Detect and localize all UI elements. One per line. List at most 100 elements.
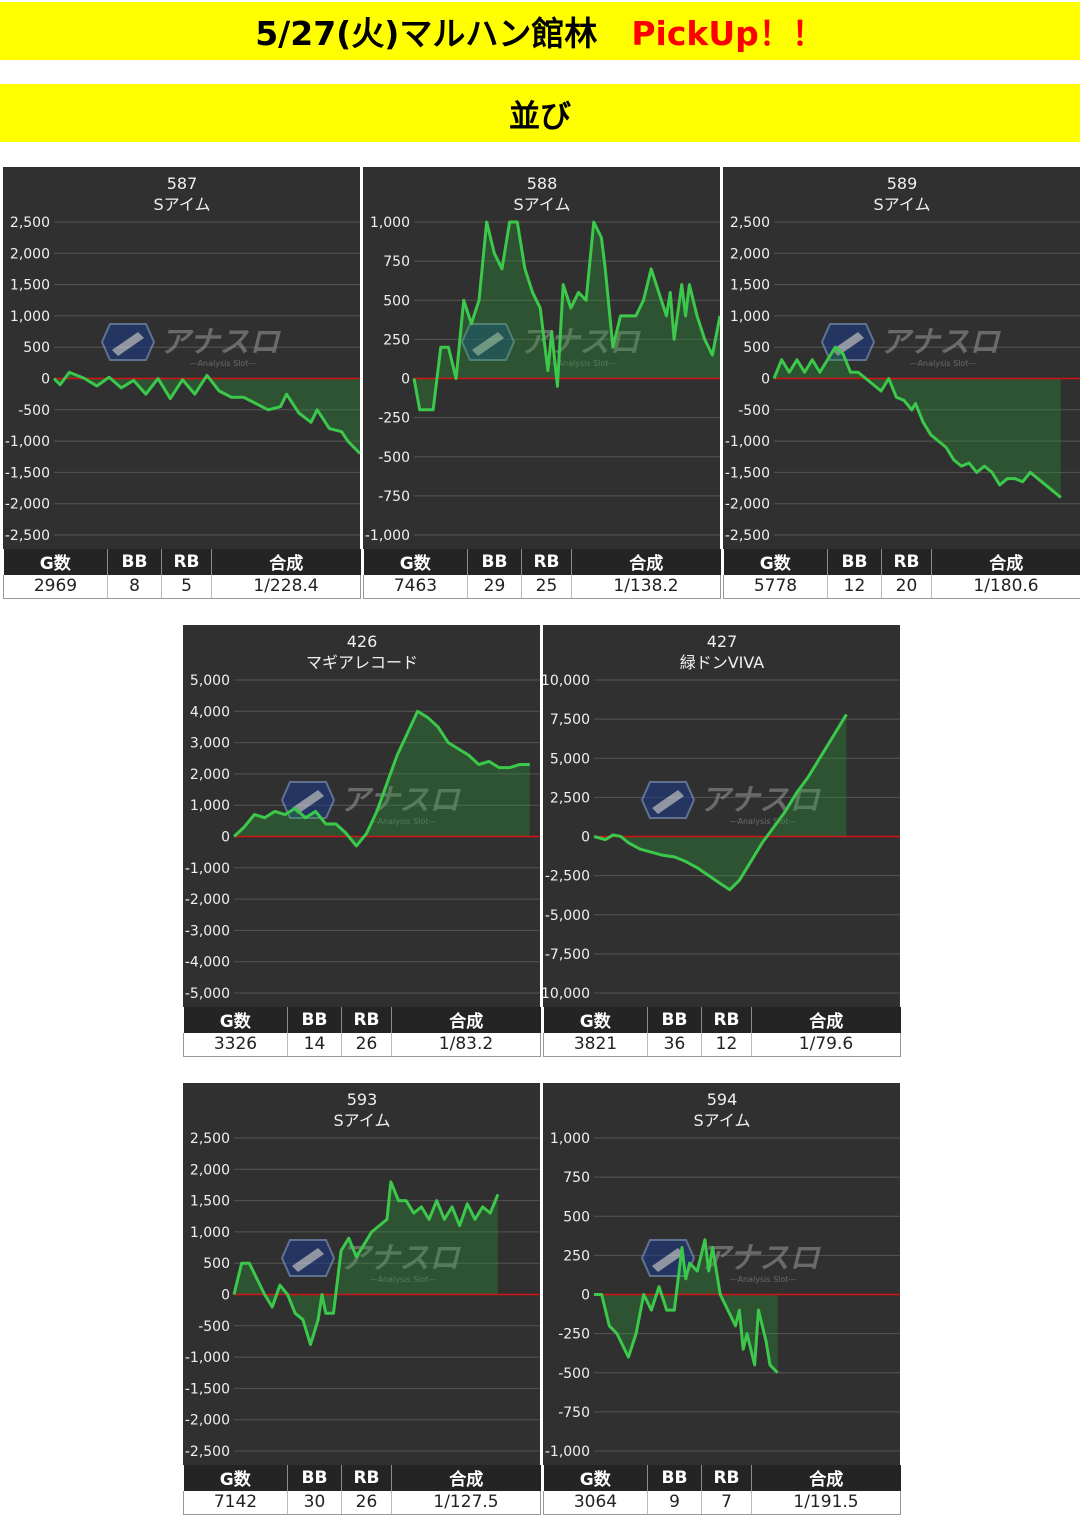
y-tick-label: -5,000: [545, 908, 590, 924]
y-tick-label: 1,000: [730, 309, 770, 325]
machine-panel: 587 Sアイム 2,500 2,000 1,500 1,000 500 0 -500 -1,00…: [3, 167, 361, 599]
stats-value-cell: 3064: [543, 1490, 648, 1515]
stats-value-cell: 5: [161, 574, 212, 599]
y-tick-label: -2,500: [725, 528, 770, 544]
y-tick-label: -750: [378, 489, 410, 505]
y-tick-label: -1,000: [725, 434, 770, 450]
y-tick-label: 2,500: [730, 215, 770, 231]
y-tick-label: -1,000: [185, 1350, 230, 1366]
machine-model: Sアイム: [333, 1111, 390, 1130]
y-tick-label: 0: [581, 830, 590, 846]
chart-area: 589 Sアイム 2,500 2,000 1,500 1,000 500 0 -500 -1,00…: [723, 167, 1080, 549]
stats-header-cell: G数: [183, 1007, 288, 1033]
y-tick-label: 4,000: [190, 704, 230, 720]
stats-header-cell: BB: [107, 549, 162, 575]
line-chart: 587 Sアイム 2,500 2,000 1,500 1,000 500 0 -500 -1,00…: [5, 174, 360, 544]
y-tick-label: 0: [221, 1288, 230, 1304]
y-tick-label: 2,500: [190, 1131, 230, 1147]
series-area: [54, 372, 360, 454]
stats-value-cell: 7463: [363, 574, 468, 599]
page-title: 5/27(火)マルハン館林: [255, 14, 598, 53]
machine-number: 587: [167, 174, 198, 193]
y-tick-label: -2,000: [725, 497, 770, 513]
y-tick-label: 0: [401, 372, 410, 388]
stats-value-cell: 12: [701, 1032, 752, 1057]
stats-header-cell: BB: [287, 1007, 342, 1033]
y-tick-label: 0: [761, 372, 770, 388]
y-tick-label: 500: [203, 1256, 230, 1272]
stats-value-cell: 12: [827, 574, 882, 599]
watermark-logo-stripe: [652, 790, 684, 814]
series-area: [414, 222, 720, 410]
stats-table: G数 BB RB 合成 2969 8 5 1/228.4: [3, 549, 361, 599]
watermark: アナスロ—Analysis Slot—: [460, 323, 641, 368]
stats-header-cell: 合成: [751, 1007, 901, 1033]
stats-header-cell: RB: [341, 1007, 392, 1033]
page-subtitle: 並び: [509, 98, 571, 135]
stats-value-cell: 25: [521, 574, 572, 599]
series-line: [593, 713, 848, 892]
y-tick-label: 750: [383, 254, 410, 270]
machine-panel: 427 緑ドンVIVA 10,000 7,500 5,000 2,500 0 -2,500 -5…: [543, 625, 901, 1057]
stats-value-cell: 1/138.2: [571, 574, 721, 599]
chart-area: 427 緑ドンVIVA 10,000 7,500 5,000 2,500 0 -2,500 -5…: [543, 625, 900, 1007]
stats-header-cell: 合成: [391, 1465, 541, 1491]
machine-model: Sアイム: [693, 1111, 750, 1130]
stats-value-cell: 5778: [723, 574, 828, 599]
stats-value-cell: 1/191.5: [751, 1490, 901, 1515]
stats-value-cell: 1/79.6: [751, 1032, 901, 1057]
watermark-tagline: —Analysis Slot—: [190, 359, 257, 368]
stats-value-cell: 20: [881, 574, 932, 599]
machine-model: 緑ドンVIVA: [680, 653, 765, 672]
machine-number: 593: [347, 1090, 378, 1109]
y-tick-label: -7,500: [545, 947, 590, 963]
y-tick-label: -2,500: [185, 1444, 230, 1460]
watermark: アナスロ—Analysis Slot—: [640, 1239, 821, 1284]
y-tick-label: -4,000: [185, 955, 230, 971]
stats-table: G数 BB RB 合成 7463 29 25 1/138.2: [363, 549, 721, 599]
stats-header-cell: 合成: [751, 1465, 901, 1491]
y-tick-label: 1,000: [550, 1131, 590, 1147]
machine-panel: 589 Sアイム 2,500 2,000 1,500 1,000 500 0 -500 -1,00…: [723, 167, 1080, 599]
y-tick-label: 750: [563, 1170, 590, 1186]
watermark-logo-stripe: [292, 1248, 324, 1272]
chart-area: 587 Sアイム 2,500 2,000 1,500 1,000 500 0 -500 -1,00…: [3, 167, 360, 549]
y-tick-label: 1,500: [730, 278, 770, 294]
y-tick-label: -750: [558, 1405, 590, 1421]
watermark-brand: アナスロ: [700, 1241, 821, 1276]
stats-header-cell: RB: [881, 549, 932, 575]
y-tick-label: -1,000: [5, 434, 50, 450]
stats-header-cell: 合成: [571, 549, 721, 575]
series-line: [52, 370, 360, 455]
line-chart: 589 Sアイム 2,500 2,000 1,500 1,000 500 0 -500 -1,00…: [725, 174, 1080, 544]
stats-header-cell: 合成: [931, 549, 1080, 575]
y-tick-label: 1,500: [10, 278, 50, 294]
stats-value-cell: 2969: [3, 574, 108, 599]
machine-panel: 588 Sアイム 1,000 750 500 250 0 -250 -500 -750 -1,000…: [363, 167, 721, 599]
stats-header-cell: G数: [723, 549, 828, 575]
stats-header-cell: RB: [341, 1465, 392, 1491]
y-tick-label: -250: [378, 411, 410, 427]
series-area: [594, 1239, 778, 1373]
y-tick-label: -1,000: [545, 1444, 590, 1460]
stats-header-cell: G数: [183, 1465, 288, 1491]
machine-model: Sアイム: [873, 195, 930, 214]
y-tick-label: -500: [738, 403, 770, 419]
y-tick-label: -3,000: [185, 923, 230, 939]
line-chart: 594 Sアイム 1,000 750 500 250 0 -250 -500 -750 -1,000…: [545, 1090, 900, 1460]
machine-number: 589: [887, 174, 918, 193]
watermark-tagline: —Analysis Slot—: [370, 817, 437, 826]
stats-value-cell: 29: [467, 574, 522, 599]
series-area: [234, 1181, 498, 1345]
machine-model: Sアイム: [513, 195, 570, 214]
watermark-logo-stripe: [292, 790, 324, 814]
stats-table: G数 BB RB 合成 3326 14 26 1/83.2: [183, 1007, 541, 1057]
y-tick-label: 0: [221, 830, 230, 846]
y-tick-label: -250: [558, 1327, 590, 1343]
y-tick-label: 2,000: [190, 1162, 230, 1178]
y-tick-label: -2,500: [5, 528, 50, 544]
stats-value-cell: 26: [341, 1032, 392, 1057]
title-banner: 5/27(火)マルハン館林 PickUp！！: [0, 2, 1080, 60]
stats-header-cell: BB: [647, 1007, 702, 1033]
watermark: アナスロ—Analysis Slot—: [280, 1239, 461, 1284]
